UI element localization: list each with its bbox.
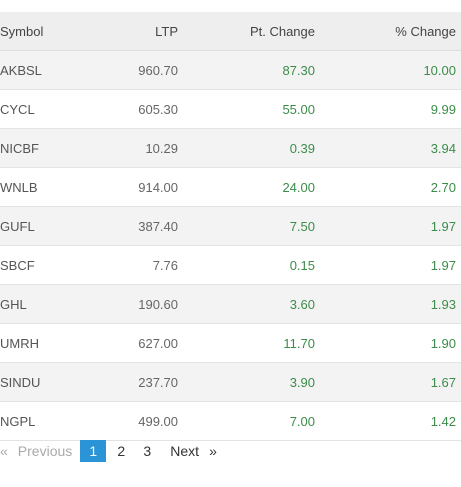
symbol-cell[interactable]: SBCF bbox=[0, 245, 95, 285]
pct-change-cell: 9.99 bbox=[315, 89, 461, 129]
page-2-button[interactable]: 2 bbox=[117, 443, 126, 459]
pt-change-cell: 55.00 bbox=[178, 89, 315, 129]
page-3-button[interactable]: 3 bbox=[143, 443, 152, 459]
previous-label: Previous bbox=[17, 443, 73, 459]
ltp-cell: 605.30 bbox=[95, 89, 178, 129]
symbol-cell[interactable]: NICBF bbox=[0, 128, 95, 168]
symbol-cell[interactable]: GHL bbox=[0, 284, 95, 324]
ltp-cell: 190.60 bbox=[95, 284, 178, 324]
pct-change-cell: 1.90 bbox=[315, 323, 461, 363]
symbol-cell[interactable]: GUFL bbox=[0, 206, 95, 246]
gainers-table: Symbol LTP Pt. Change % Change AKBSL 960.… bbox=[0, 12, 461, 441]
table-row[interactable]: CYCL 605.30 55.00 9.99 bbox=[0, 89, 461, 129]
table-body: AKBSL 960.70 87.30 10.00 CYCL 605.30 55.00 9.99… bbox=[0, 50, 461, 441]
pt-change-cell: 24.00 bbox=[178, 167, 315, 207]
table-row[interactable]: NGPL 499.00 7.00 1.42 bbox=[0, 401, 461, 441]
table-row[interactable]: SBCF 7.76 0.15 1.97 bbox=[0, 245, 461, 285]
pct-change-cell: 1.97 bbox=[315, 206, 461, 246]
pt-change-cell: 11.70 bbox=[178, 323, 315, 363]
symbol-cell[interactable]: WNLB bbox=[0, 167, 95, 207]
next-button[interactable]: Next » bbox=[170, 440, 217, 462]
pagination: « Previous 1 2 3 Next » bbox=[0, 440, 217, 462]
ltp-cell: 627.00 bbox=[95, 323, 178, 363]
header-pct-change[interactable]: % Change bbox=[315, 12, 461, 51]
pt-change-cell: 7.50 bbox=[178, 206, 315, 246]
pct-change-cell: 10.00 bbox=[315, 50, 461, 90]
gainers-table-container: Symbol LTP Pt. Change % Change AKBSL 960.… bbox=[0, 12, 461, 441]
table-row[interactable]: SINDU 237.70 3.90 1.67 bbox=[0, 362, 461, 402]
page-1-button[interactable]: 1 bbox=[80, 440, 107, 462]
double-chevron-right-icon: » bbox=[209, 443, 217, 459]
table-row[interactable]: GUFL 387.40 7.50 1.97 bbox=[0, 206, 461, 246]
pt-change-cell: 7.00 bbox=[178, 401, 315, 441]
pt-change-cell: 0.15 bbox=[178, 245, 315, 285]
table-row[interactable]: GHL 190.60 3.60 1.93 bbox=[0, 284, 461, 324]
table-row[interactable]: UMRH 627.00 11.70 1.90 bbox=[0, 323, 461, 363]
symbol-cell[interactable]: AKBSL bbox=[0, 50, 95, 90]
pt-change-cell: 87.30 bbox=[178, 50, 315, 90]
symbol-cell[interactable]: UMRH bbox=[0, 323, 95, 363]
header-ltp[interactable]: LTP bbox=[95, 12, 178, 51]
table-row[interactable]: NICBF 10.29 0.39 3.94 bbox=[0, 128, 461, 168]
pt-change-cell: 0.39 bbox=[178, 128, 315, 168]
pct-change-cell: 1.67 bbox=[315, 362, 461, 402]
ltp-cell: 914.00 bbox=[95, 167, 178, 207]
ltp-cell: 499.00 bbox=[95, 401, 178, 441]
pct-change-cell: 1.97 bbox=[315, 245, 461, 285]
ltp-cell: 10.29 bbox=[95, 128, 178, 168]
ltp-cell: 960.70 bbox=[95, 50, 178, 90]
table-row[interactable]: WNLB 914.00 24.00 2.70 bbox=[0, 167, 461, 207]
next-label: Next bbox=[170, 443, 200, 459]
pct-change-cell: 1.93 bbox=[315, 284, 461, 324]
double-chevron-left-icon: « bbox=[0, 443, 8, 459]
symbol-cell[interactable]: CYCL bbox=[0, 89, 95, 129]
table-row[interactable]: AKBSL 960.70 87.30 10.00 bbox=[0, 50, 461, 90]
ltp-cell: 7.76 bbox=[95, 245, 178, 285]
pt-change-cell: 3.90 bbox=[178, 362, 315, 402]
header-pt-change[interactable]: Pt. Change bbox=[178, 12, 315, 51]
pct-change-cell: 3.94 bbox=[315, 128, 461, 168]
ltp-cell: 387.40 bbox=[95, 206, 178, 246]
pct-change-cell: 2.70 bbox=[315, 167, 461, 207]
previous-button[interactable]: « Previous bbox=[0, 440, 72, 462]
pct-change-cell: 1.42 bbox=[315, 401, 461, 441]
symbol-cell[interactable]: SINDU bbox=[0, 362, 95, 402]
symbol-cell[interactable]: NGPL bbox=[0, 401, 95, 441]
header-symbol[interactable]: Symbol bbox=[0, 12, 95, 51]
pt-change-cell: 3.60 bbox=[178, 284, 315, 324]
table-header-row: Symbol LTP Pt. Change % Change bbox=[0, 12, 461, 51]
ltp-cell: 237.70 bbox=[95, 362, 178, 402]
